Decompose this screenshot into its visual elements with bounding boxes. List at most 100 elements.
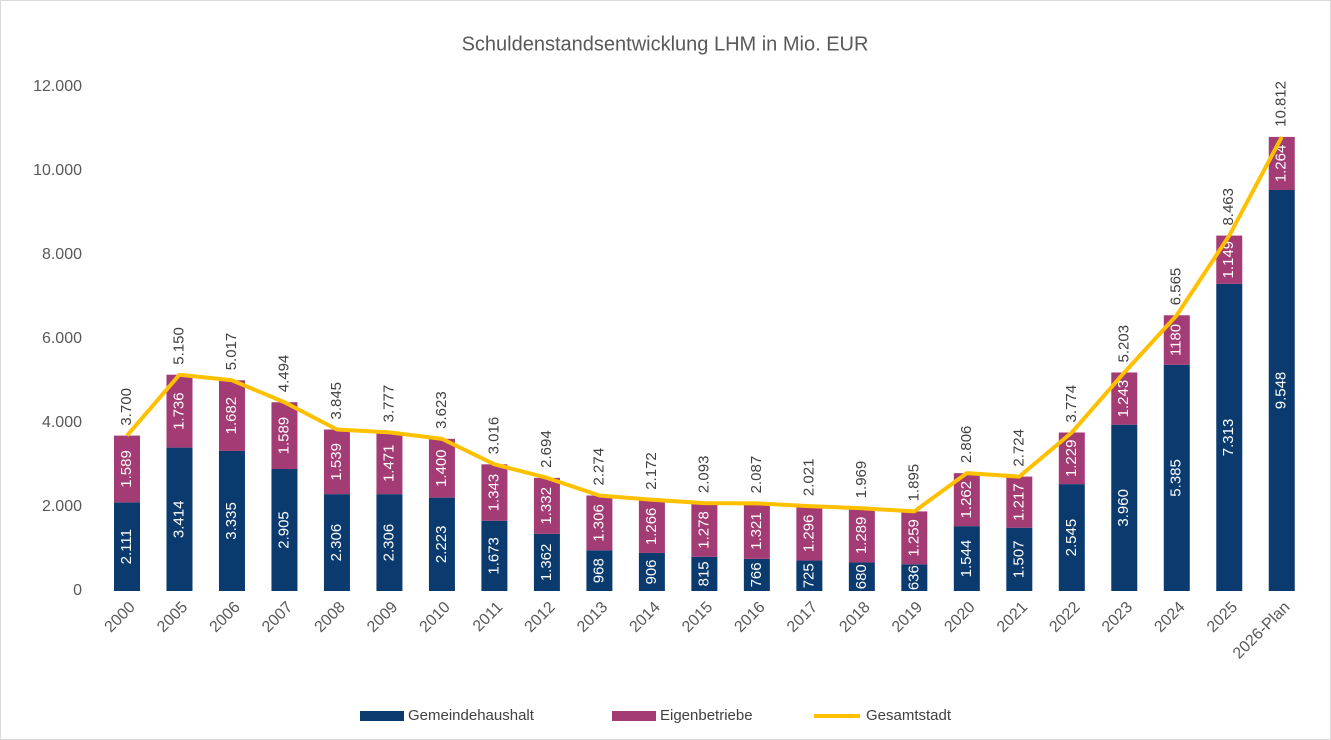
bar-segment <box>586 495 613 551</box>
bar-segment <box>743 503 770 559</box>
bar-segment <box>1006 476 1033 528</box>
bar-value-label: 1.289 <box>853 517 870 555</box>
bar-value-label: 1.229 <box>1063 440 1080 478</box>
bar-value-label: 1180 <box>1168 324 1185 356</box>
line-value-label: 3.016 <box>485 417 502 455</box>
bar-value-label: 1.343 <box>485 474 502 512</box>
bar-value-label: 1.266 <box>643 508 660 546</box>
bar-value-label: 1.544 <box>958 540 975 578</box>
bar-value-label: 766 <box>748 562 765 587</box>
bar-segment <box>376 494 403 591</box>
legend-label: Gesamtstadt <box>866 707 952 724</box>
bar-value-label: 2.306 <box>328 524 345 562</box>
bar-value-label: 1.589 <box>118 450 135 488</box>
bar-segment <box>533 533 560 591</box>
line-value-label: 8.463 <box>1220 188 1237 226</box>
line-value-label: 3.777 <box>380 385 397 423</box>
bar-value-label: 1.682 <box>223 397 240 435</box>
bar-segment <box>848 508 875 563</box>
line-value-label: 2.694 <box>538 430 555 468</box>
line-value-label: 1.895 <box>905 464 922 502</box>
bar-segment <box>901 511 928 565</box>
bar-segment <box>481 520 508 591</box>
bar-segment <box>848 562 875 591</box>
bar-segment <box>586 550 613 591</box>
line-value-label: 2.274 <box>590 448 607 486</box>
line-value-label: 6.565 <box>1168 268 1185 306</box>
bar-value-label: 815 <box>695 561 712 586</box>
bar-value-label: 2.905 <box>275 511 292 549</box>
bar-segment <box>691 503 718 557</box>
bar-value-label: 725 <box>800 563 817 588</box>
bar-segment <box>323 494 350 591</box>
bar-value-label: 2.306 <box>380 524 397 562</box>
bar-segment <box>1268 136 1295 190</box>
bar-value-label: 1.539 <box>328 443 345 481</box>
bar-segment <box>796 506 823 561</box>
bar-value-label: 2.223 <box>433 526 450 564</box>
line-value-label: 2.172 <box>643 452 660 490</box>
bar-segment <box>796 560 823 591</box>
bar-segment <box>691 556 718 591</box>
legend-swatch <box>612 711 656 721</box>
bar-value-label: 5.385 <box>1168 459 1185 497</box>
bar-segment <box>481 464 508 521</box>
bar-segment <box>743 558 770 591</box>
chart-title: Schuldenstandsentwicklung LHM in Mio. EU… <box>462 33 869 55</box>
bar-value-label: 636 <box>905 565 922 590</box>
bar-segment <box>953 473 980 527</box>
bar-value-label: 1.589 <box>275 417 292 455</box>
bar-segment <box>323 429 350 495</box>
bar-segment <box>218 450 245 591</box>
bar-value-label: 9.548 <box>1273 372 1290 410</box>
bar-segment <box>1058 484 1085 591</box>
bar-value-label: 1.321 <box>748 512 765 550</box>
bar-segment <box>1006 527 1033 591</box>
line-value-label: 5.203 <box>1115 325 1132 363</box>
bar-segment <box>1268 189 1295 591</box>
bar-segment <box>271 468 298 591</box>
bar-segment <box>1111 424 1138 591</box>
bar-value-label: 1.243 <box>1115 380 1132 418</box>
line-value-label: 3.845 <box>328 382 345 420</box>
line-value-label: 4.494 <box>275 355 292 393</box>
y-tick-label: 4.000 <box>42 414 82 431</box>
bar-segment <box>1216 235 1243 284</box>
bar-value-label: 680 <box>853 564 870 589</box>
line <box>125 135 1284 514</box>
bar-value-label: 1.149 <box>1220 241 1237 279</box>
bar-segment <box>638 552 665 591</box>
bar-value-label: 1.736 <box>170 392 187 430</box>
bar-segment <box>376 432 403 495</box>
bar-segment <box>166 447 193 591</box>
bar-value-label: 1.507 <box>1010 541 1027 579</box>
bar-value-label: 968 <box>590 558 607 583</box>
line-value-label: 2.724 <box>1010 429 1027 467</box>
bar-segment <box>1216 283 1243 591</box>
bar-value-label: 3.414 <box>170 501 187 539</box>
line-value-label: 2.806 <box>958 426 975 464</box>
legend-swatch <box>360 711 404 721</box>
bar-segment <box>901 564 928 591</box>
bar-segment <box>533 477 560 534</box>
bar-value-label: 1.296 <box>800 515 817 553</box>
line-value-label: 5.017 <box>223 333 240 371</box>
bar-value-label: 1.400 <box>433 449 450 487</box>
line-value-label: 5.150 <box>170 327 187 365</box>
bar-value-label: 1.264 <box>1273 145 1290 183</box>
line-value-label: 2.087 <box>748 456 765 494</box>
bar-segment <box>638 499 665 553</box>
bar-value-label: 1.471 <box>380 444 397 482</box>
legend-label: Eigenbetriebe <box>660 707 753 724</box>
bar-value-label: 1.362 <box>538 544 555 582</box>
line-value-label: 3.774 <box>1063 385 1080 423</box>
line-value-label: 1.969 <box>853 461 870 499</box>
line-value-label: 2.021 <box>800 459 817 497</box>
bar-segment <box>953 526 980 591</box>
bar-value-label: 1.332 <box>538 487 555 525</box>
line-value-label: 2.093 <box>695 456 712 494</box>
bar-value-label: 1.262 <box>958 481 975 519</box>
y-tick-label: 12.000 <box>33 78 82 95</box>
line-value-label: 3.700 <box>118 388 135 426</box>
